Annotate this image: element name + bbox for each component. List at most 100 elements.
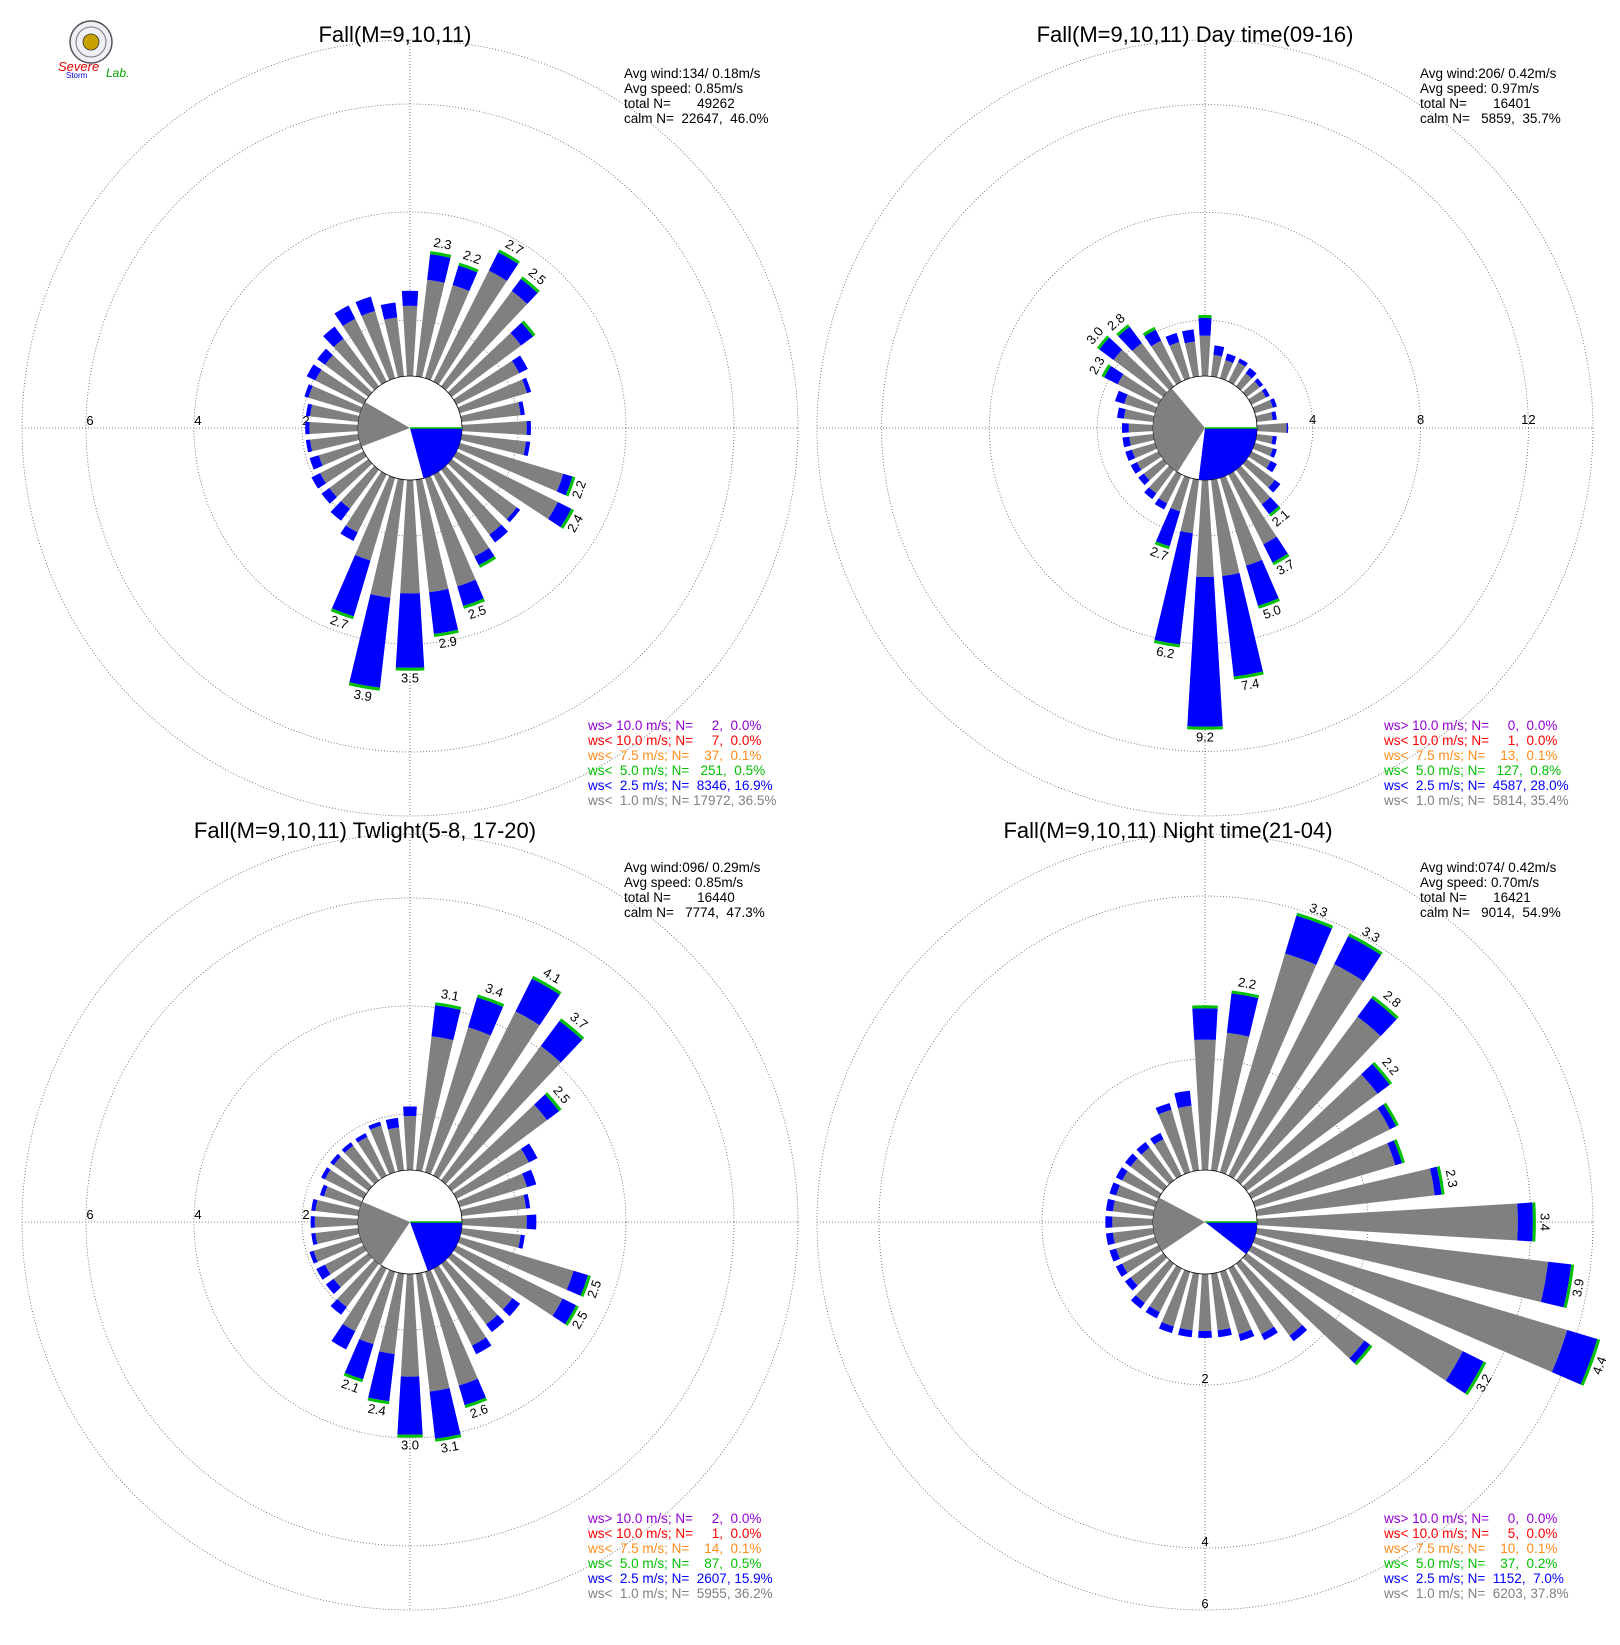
- bar-slow-segment: [447, 1253, 513, 1310]
- bar-fast-segment: [330, 501, 351, 521]
- bar-fast-segment: [1130, 462, 1142, 474]
- bar-slow-segment: [1143, 459, 1168, 481]
- bar-fast-segment: [1117, 407, 1126, 419]
- bar-slow-segment: [340, 465, 379, 509]
- bar-slow-segment: [313, 1236, 363, 1262]
- legend-entry-lt1: ws< 1.0 m/s; N= 5955, 36.2%: [587, 1586, 773, 1601]
- bar-fast-segment: [523, 1193, 531, 1209]
- bar-fast-segment: [486, 1314, 505, 1333]
- bar-fast-segment: [1150, 1132, 1164, 1145]
- legend-entry-lt2-5: ws< 2.5 m/s; N= 4587, 28.0%: [1383, 778, 1569, 793]
- bar-slow-segment: [441, 1045, 561, 1185]
- bar-tip-segment: [463, 598, 485, 609]
- bar-fast-segment: [1261, 1326, 1278, 1341]
- bar-tip-segment: [520, 276, 540, 294]
- ring-tick-label: 4: [1309, 412, 1316, 427]
- bar-slow-segment: [1228, 1265, 1275, 1335]
- bar-tip-segment: [1393, 1139, 1405, 1164]
- bar-fast-segment: [330, 1299, 347, 1315]
- bar-fast-segment: [510, 322, 534, 346]
- bar-slow-segment: [1228, 362, 1246, 385]
- bar-fast-segment: [1174, 1090, 1192, 1108]
- bar-fast-segment: [556, 473, 573, 496]
- logo-text-severe: Severe: [58, 59, 99, 74]
- bar-fast-segment: [1334, 936, 1382, 982]
- ring-tick-label: 6: [86, 1207, 93, 1222]
- calm-sector-grey: [1152, 388, 1205, 473]
- bar-fast-segment: [331, 555, 371, 617]
- panel-title: Fall(M=9,10,11) Night time(21-04): [1003, 818, 1332, 843]
- rose-plot: 4 8 122.13.75.07.49.26.22.72.33.02.8: [816, 39, 1594, 817]
- bar-fast-segment: [1245, 367, 1257, 379]
- stat-avg-wind: Avg wind:074/ 0.42m/s: [1420, 860, 1557, 875]
- bar-tip-segment: [1436, 1166, 1445, 1195]
- bar-value-label: 3.5: [401, 670, 419, 685]
- bar-slow-segment: [387, 1127, 405, 1172]
- bar-slow-segment: [337, 1259, 379, 1308]
- bar-slow-segment: [433, 1265, 487, 1346]
- bar-value-label: 3.1: [440, 986, 460, 1004]
- bar-fast-segment: [1099, 337, 1123, 361]
- bar-slow-segment: [433, 471, 490, 557]
- bar-slow-segment: [1177, 1105, 1200, 1172]
- stat-calm-n: calm N= 5859, 35.7%: [1420, 111, 1561, 126]
- bar-fast-segment: [1237, 358, 1248, 367]
- bar-tip-segment: [1371, 995, 1399, 1020]
- bar-slow-segment: [453, 360, 520, 405]
- bar-fast-segment: [310, 1216, 315, 1228]
- bar-slow-segment: [460, 433, 527, 456]
- bar-fast-segment: [1222, 572, 1263, 677]
- bar-slow-segment: [1248, 390, 1266, 405]
- bar-slow-segment: [1252, 399, 1273, 414]
- bar-fast-segment: [1105, 1216, 1113, 1228]
- legend-entry-lt5: ws< 5.0 m/s; N= 251, 0.5%: [587, 763, 765, 778]
- bar-slow-segment: [453, 1148, 529, 1199]
- bar-tip-segment: [544, 1092, 562, 1112]
- bar-fast-segment: [1261, 497, 1279, 515]
- bar-slow-segment: [457, 379, 528, 414]
- legend-entry-lt10: ws< 10.0 m/s; N= 7, 0.0%: [587, 733, 761, 748]
- bar-slow-segment: [333, 1253, 373, 1288]
- legend-entry-lt1: ws< 1.0 m/s; N= 5814, 35.4%: [1383, 793, 1569, 808]
- bar-slow-segment: [323, 1186, 363, 1208]
- bar-fast-segment: [1217, 1328, 1232, 1338]
- bar-tip-segment: [1096, 335, 1110, 350]
- bar-slow-segment: [1196, 479, 1214, 578]
- bar-fast-segment: [523, 441, 531, 457]
- bar-fast-segment: [452, 265, 478, 292]
- bar-slow-segment: [1128, 423, 1154, 433]
- bar-fast-segment: [330, 1153, 341, 1166]
- bar-tip-segment: [478, 556, 497, 568]
- bar-fast-segment: [1286, 423, 1289, 433]
- bar-fast-segment: [395, 593, 425, 668]
- bar-fast-segment: [1285, 915, 1332, 965]
- bar-fast-segment: [340, 525, 358, 542]
- bar-fast-segment: [1118, 326, 1142, 352]
- bar-fast-segment: [1271, 411, 1277, 421]
- bar-fast-segment: [471, 1337, 492, 1355]
- bar-fast-segment: [1198, 317, 1212, 336]
- bar-slow-segment: [1135, 1259, 1174, 1304]
- bar-slow-segment: [433, 1011, 540, 1179]
- bar-fast-segment: [311, 1198, 318, 1212]
- bar-tip-segment: [560, 508, 574, 529]
- bar-slow-segment: [309, 422, 359, 434]
- bar-fast-segment: [316, 1264, 331, 1280]
- bar-fast-segment: [309, 455, 323, 470]
- bar-tip-segment: [531, 975, 562, 995]
- bar-slow-segment: [1151, 340, 1182, 385]
- bar-slow-segment: [1123, 409, 1155, 423]
- bar-fast-segment: [311, 473, 327, 489]
- seal-center: [82, 33, 100, 51]
- bar-slow-segment: [1252, 1143, 1396, 1208]
- bar-fast-segment: [1158, 1322, 1174, 1334]
- bar-fast-segment: [323, 326, 344, 348]
- bar-slow-segment: [315, 1199, 360, 1217]
- panel-legend: ws> 10.0 m/s; N= 0, 0.0% ws< 10.0 m/s; N…: [1383, 1511, 1569, 1601]
- bar-fast-segment: [1271, 435, 1277, 445]
- bar-slow-segment: [315, 1227, 360, 1245]
- calm-sector-grey: [358, 402, 410, 447]
- ring-tick-label: 12: [1521, 412, 1535, 427]
- bar-value-label: 2.5: [584, 1278, 604, 1300]
- bar-tip-segment: [348, 682, 380, 691]
